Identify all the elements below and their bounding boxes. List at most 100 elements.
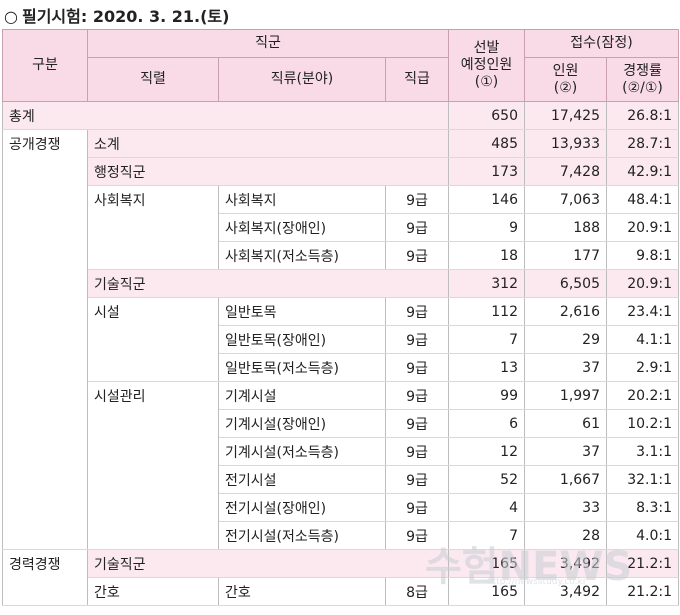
row-sublabel: 기술직군	[87, 269, 449, 298]
header-rate: 경쟁률 (②/①)	[605, 57, 680, 102]
applicant-count: 28	[524, 521, 607, 550]
competition-rate: 9.8:1	[605, 241, 680, 270]
table-row: 시설 일반토목 9급 112 2,616 23.4:1	[2, 297, 680, 326]
table-row: 기계시설(장애인) 9급 6 61 10.2:1	[2, 409, 680, 438]
competition-rate: 20.9:1	[605, 269, 680, 298]
selected-count: 52	[448, 465, 525, 494]
selected-count: 165	[448, 577, 525, 606]
header-jikgeup: 직급	[385, 57, 449, 102]
selected-count: 165	[448, 549, 525, 578]
competition-rate: 28.7:1	[605, 129, 680, 158]
row-label: 공개경쟁	[2, 129, 88, 158]
cell-jikryu: 전기시설(장애인)	[218, 493, 386, 522]
cell-jikryu: 일반토목(저소득층)	[218, 353, 386, 382]
applicant-count: 17,425	[524, 101, 607, 130]
cell-jikryu: 일반토목(장애인)	[218, 325, 386, 354]
applicant-count: 13,933	[524, 129, 607, 158]
header-jikryu: 직류(분야)	[218, 57, 386, 102]
selected-count: 13	[448, 353, 525, 382]
competition-rate: 23.4:1	[605, 297, 680, 326]
applicant-count: 7,428	[524, 157, 607, 186]
competition-rate: 21.2:1	[605, 577, 680, 606]
selected-count: 99	[448, 381, 525, 410]
selected-count: 12	[448, 437, 525, 466]
applicant-count: 3,492	[524, 577, 607, 606]
table-row: 전기시설(장애인) 9급 4 33 8.3:1	[2, 493, 680, 522]
table-row: 전기시설(저소득층) 9급 7 28 4.0:1	[2, 521, 680, 550]
cell-jikgeup: 9급	[385, 521, 449, 550]
header-jikryeol: 직렬	[87, 57, 219, 102]
table-row: 기술직군 312 6,505 20.9:1	[2, 269, 680, 298]
selected-count: 9	[448, 213, 525, 242]
cell-jikryu: 전기시설(저소득층)	[218, 521, 386, 550]
cell-jikgeup: 9급	[385, 241, 449, 270]
applicant-count: 3,492	[524, 549, 607, 578]
applicant-count: 2,616	[524, 297, 607, 326]
cell-jikryeol: 간호	[87, 577, 219, 606]
cell-jikryu: 전기시설	[218, 465, 386, 494]
table-row: 사회복지 사회복지 9급 146 7,063 48.4:1	[2, 185, 680, 214]
table-row: 일반토목(장애인) 9급 7 29 4.1:1	[2, 325, 680, 354]
cell-jikryu: 기계시설(저소득층)	[218, 437, 386, 466]
competition-rate: 10.2:1	[605, 409, 680, 438]
selected-count: 6	[448, 409, 525, 438]
competition-rate: 4.1:1	[605, 325, 680, 354]
applicant-count: 1,997	[524, 381, 607, 410]
page-title: ○ 필기시험: 2020. 3. 21.(토)	[4, 3, 229, 27]
header-inwon: 인원 (②)	[524, 57, 607, 102]
table-row: 공개경쟁 소계 485 13,933 28.7:1	[2, 129, 680, 158]
selected-count: 146	[448, 185, 525, 214]
applicant-count: 37	[524, 353, 607, 382]
competition-rate: 32.1:1	[605, 465, 680, 494]
cell-jikgeup: 9급	[385, 325, 449, 354]
header-gubun: 구분	[2, 29, 88, 102]
cell-jikgeup: 9급	[385, 465, 449, 494]
cell-jikryu: 일반토목	[218, 297, 386, 326]
cell-jikgeup: 9급	[385, 381, 449, 410]
table-row: 시설관리 기계시설 9급 99 1,997 20.2:1	[2, 381, 680, 410]
cell-jikryu: 사회복지(저소득층)	[218, 241, 386, 270]
cell-jikryeol: 시설관리	[87, 381, 219, 410]
selected-count: 650	[448, 101, 525, 130]
cell-jikgeup: 8급	[385, 577, 449, 606]
cell-jikgeup: 9급	[385, 437, 449, 466]
header-seonbal: 선발 예정인원 (①)	[448, 29, 525, 102]
applicant-count: 6,505	[524, 269, 607, 298]
table-row: 간호 간호 8급 165 3,492 21.2:1	[2, 577, 680, 606]
table-row: 총계 650 17,425 26.8:1	[2, 101, 680, 130]
cell-jikryeol: 시설	[87, 297, 219, 326]
cell-jikryu: 사회복지(장애인)	[218, 213, 386, 242]
selected-count: 312	[448, 269, 525, 298]
cell-jikgeup: 9급	[385, 185, 449, 214]
row-sublabel: 행정직군	[87, 157, 449, 186]
cell-jikgeup: 9급	[385, 409, 449, 438]
competition-rate: 20.9:1	[605, 213, 680, 242]
applicant-count: 29	[524, 325, 607, 354]
cell-jikryu: 기계시설(장애인)	[218, 409, 386, 438]
competition-rate: 42.9:1	[605, 157, 680, 186]
competition-rate: 20.2:1	[605, 381, 680, 410]
cell-jikgeup: 9급	[385, 493, 449, 522]
applicant-count: 188	[524, 213, 607, 242]
circle-bullet-icon: ○	[4, 7, 18, 26]
row-sublabel: 소계	[87, 129, 449, 158]
table-row: 행정직군 173 7,428 42.9:1	[2, 157, 680, 186]
table-row: 일반토목(저소득층) 9급 13 37 2.9:1	[2, 353, 680, 382]
selected-count: 112	[448, 297, 525, 326]
cell-jikryeol: 사회복지	[87, 185, 219, 214]
competition-rate: 26.8:1	[605, 101, 680, 130]
applicant-count: 7,063	[524, 185, 607, 214]
cell-jikgeup: 9급	[385, 353, 449, 382]
selected-count: 18	[448, 241, 525, 270]
competition-rate: 48.4:1	[605, 185, 680, 214]
competition-rate: 2.9:1	[605, 353, 680, 382]
cell-jikgeup: 9급	[385, 213, 449, 242]
exam-table: 구분 직군 선발 예정인원 (①) 접수(잠정) 직렬 직류(분야) 직급 인원 (②…	[2, 29, 680, 606]
competition-rate: 4.0:1	[605, 521, 680, 550]
selected-count: 4	[448, 493, 525, 522]
selected-count: 7	[448, 521, 525, 550]
title-text: 필기시험: 2020. 3. 21.(토)	[21, 7, 230, 26]
competition-rate: 8.3:1	[605, 493, 680, 522]
table-row: 전기시설 9급 52 1,667 32.1:1	[2, 465, 680, 494]
